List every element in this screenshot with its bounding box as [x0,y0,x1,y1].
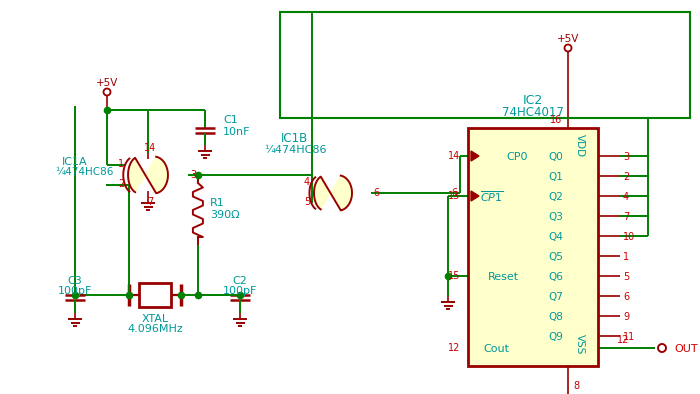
Text: Q3: Q3 [548,212,563,222]
Text: 16: 16 [550,115,562,125]
Text: $\overline{CP1}$: $\overline{CP1}$ [480,190,503,204]
Text: 9: 9 [623,312,629,322]
Text: 13: 13 [448,191,460,201]
Text: Cout: Cout [483,344,509,354]
Text: 2: 2 [623,172,629,182]
Text: 6: 6 [451,188,457,198]
Polygon shape [471,151,479,161]
Text: Reset: Reset [488,272,519,282]
Text: 5: 5 [304,197,310,206]
Text: C2: C2 [232,276,247,286]
Text: Q0: Q0 [548,152,563,162]
Text: Q5: Q5 [548,252,563,262]
Text: 6: 6 [373,188,379,198]
Bar [139,283,171,307]
Text: 11: 11 [623,332,636,342]
Text: 5: 5 [623,272,629,282]
Text: IC2: IC2 [523,93,543,106]
Bar [468,128,598,366]
Polygon shape [314,176,352,210]
Text: 15: 15 [447,271,460,281]
Text: 4.096MHz: 4.096MHz [127,324,183,334]
Text: 100pF: 100pF [58,286,92,296]
Text: 12: 12 [447,343,460,353]
Text: C3: C3 [68,276,83,286]
Text: 7: 7 [147,197,153,207]
Text: 2: 2 [118,179,124,189]
Text: 7: 7 [623,212,629,222]
Text: 6: 6 [623,292,629,302]
Bar [280,12,690,118]
Text: VSS: VSS [575,334,585,354]
Text: 14: 14 [448,151,460,161]
Text: 4: 4 [304,177,310,188]
Text: XTAL: XTAL [141,314,169,324]
Text: Q4: Q4 [548,232,563,242]
Text: Q1: Q1 [548,172,563,182]
Text: 8: 8 [573,381,579,391]
Text: Q6: Q6 [548,272,563,282]
Polygon shape [471,191,479,201]
Text: 10: 10 [623,232,636,242]
Text: Q7: Q7 [548,292,563,302]
Text: +5V: +5V [556,34,579,44]
Text: 12: 12 [617,335,629,345]
Text: 1: 1 [118,159,124,169]
Text: 3: 3 [190,170,196,180]
Text: 14: 14 [144,143,156,153]
Polygon shape [128,157,168,193]
Text: ¼474HC86: ¼474HC86 [264,145,326,155]
Text: 4: 4 [623,192,629,202]
Text: VDD: VDD [575,134,585,158]
Text: IC1A: IC1A [62,157,88,167]
Text: ¼474HC86: ¼474HC86 [55,167,113,177]
Text: Q2: Q2 [548,192,563,202]
Text: 3: 3 [623,152,629,162]
Text: 100pF: 100pF [223,286,257,296]
Text: 390Ω: 390Ω [210,210,239,220]
Text: Q9: Q9 [548,332,563,342]
Text: C1: C1 [223,115,238,125]
Text: OUT: OUT [674,344,698,354]
Text: 74HC4017: 74HC4017 [502,106,564,119]
Text: +5V: +5V [96,78,118,88]
Text: IC1B: IC1B [281,132,309,145]
Text: 10nF: 10nF [223,127,251,137]
Text: R1: R1 [210,198,225,208]
Text: CP0: CP0 [506,152,528,162]
Text: 1: 1 [623,252,629,262]
Text: Q8: Q8 [548,312,563,322]
